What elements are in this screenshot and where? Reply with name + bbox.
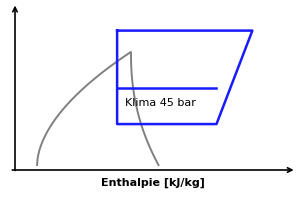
Text: Enthalpie [kJ/kg]: Enthalpie [kJ/kg] [101, 178, 205, 188]
Text: Klima 45 bar: Klima 45 bar [125, 98, 196, 108]
